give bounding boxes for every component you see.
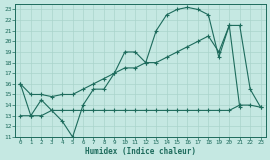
X-axis label: Humidex (Indice chaleur): Humidex (Indice chaleur) [85,147,196,156]
